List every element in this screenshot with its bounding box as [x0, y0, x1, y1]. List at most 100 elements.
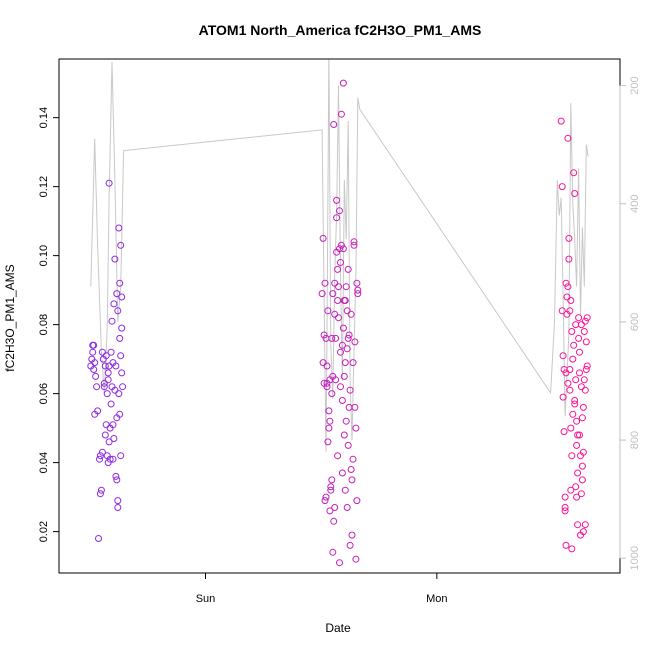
data-point: [568, 452, 576, 460]
data-point: [346, 386, 354, 394]
data-point: [337, 110, 345, 118]
data-point: [558, 183, 566, 191]
data-point: [331, 504, 339, 511]
data-point: [578, 462, 586, 470]
data-point: [325, 424, 333, 432]
data-point: [337, 241, 345, 249]
data-point: [572, 321, 580, 329]
data-point: [101, 431, 109, 439]
x-tick-label: Mon: [426, 593, 447, 605]
data-point: [118, 324, 126, 332]
data-point: [98, 448, 106, 456]
data-point: [564, 134, 572, 142]
data-point: [582, 366, 590, 373]
data-point: [350, 241, 358, 249]
data-point: [578, 414, 586, 422]
data-point: [329, 290, 337, 298]
data-point: [344, 265, 352, 273]
data-point: [340, 431, 348, 439]
data-point: [559, 352, 567, 360]
data-point: [564, 379, 572, 387]
data-point: [325, 407, 333, 415]
data-point: [562, 541, 570, 549]
data-point: [93, 383, 101, 391]
data-point: [583, 362, 591, 370]
data-point: [573, 493, 581, 501]
data-point: [341, 486, 349, 494]
data-point: [352, 555, 360, 563]
data-point: [329, 548, 337, 556]
data-point: [574, 469, 582, 477]
data-point: [562, 279, 570, 287]
data-point: [345, 331, 353, 339]
data-point: [117, 241, 125, 249]
data-point: [575, 314, 583, 322]
data-point: [347, 310, 355, 318]
data-point: [580, 376, 588, 384]
data-point: [338, 341, 346, 349]
data-point: [109, 455, 117, 463]
data-point: [113, 290, 121, 298]
data-point: [118, 293, 126, 301]
data-point: [338, 397, 346, 404]
data-point: [320, 331, 328, 339]
data-point: [321, 279, 329, 287]
chart-title: ATOM1 North_America fC2H3O_PM1_AMS: [199, 22, 482, 38]
data-point: [109, 421, 117, 429]
data-point: [577, 321, 585, 329]
data-point: [581, 521, 589, 529]
data-point: [560, 428, 568, 436]
data-point: [102, 421, 110, 429]
data-point: [90, 341, 98, 349]
data-point: [119, 383, 127, 391]
data-point: [351, 403, 359, 411]
altitude-line: [90, 59, 589, 452]
data-point: [580, 328, 588, 335]
data-point: [336, 207, 343, 215]
data-point: [331, 279, 339, 287]
data-point: [337, 348, 344, 356]
data-point: [341, 297, 349, 304]
data-point: [579, 448, 587, 456]
data-point: [101, 362, 109, 370]
y2-tick-label: 400: [629, 195, 641, 213]
data-point: [569, 355, 577, 363]
y2-tick-label: 600: [629, 313, 641, 331]
data-point: [562, 369, 570, 377]
data-point: [326, 507, 334, 515]
data-point: [318, 290, 326, 298]
data-point: [110, 435, 118, 442]
data-point: [115, 390, 123, 398]
data-point: [339, 245, 347, 253]
data-point: [576, 348, 583, 356]
data-point: [575, 334, 583, 342]
data-point: [319, 234, 327, 242]
y-tick-label: 0.12: [38, 176, 50, 197]
data-point: [105, 179, 113, 187]
data-point: [328, 390, 336, 398]
data-point: [343, 504, 351, 511]
data-point: [103, 390, 111, 398]
data-point: [574, 431, 582, 439]
data-point: [334, 265, 342, 273]
data-point: [107, 400, 115, 408]
data-point: [323, 379, 331, 387]
data-point: [565, 255, 573, 263]
y2-tick-label: 1000: [629, 546, 641, 570]
y-tick-label: 0.14: [38, 107, 50, 128]
data-point: [91, 359, 99, 367]
data-point: [105, 362, 113, 370]
data-point: [96, 455, 103, 463]
data-point: [323, 383, 331, 391]
data-point: [335, 283, 342, 291]
data-point: [566, 307, 574, 315]
data-point: [342, 283, 350, 291]
data-point: [111, 386, 119, 394]
data-point: [116, 279, 124, 287]
data-point: [332, 334, 340, 342]
data-point: [322, 493, 330, 501]
data-point: [561, 507, 569, 515]
data-point: [111, 255, 119, 263]
data-point: [116, 334, 124, 342]
